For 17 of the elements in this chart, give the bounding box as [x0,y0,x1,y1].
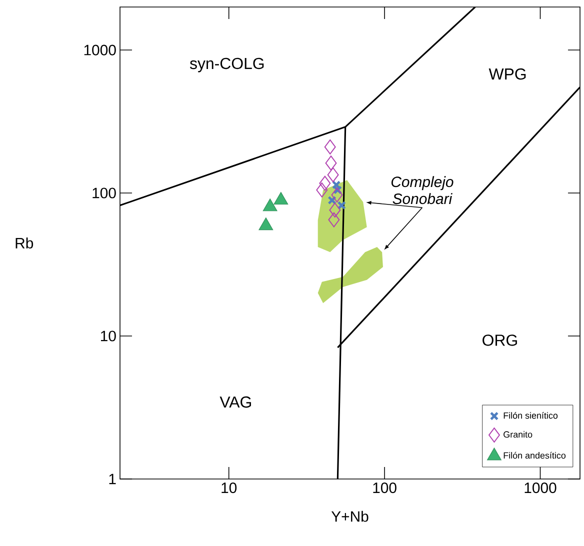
x-tick-label: 100 [373,482,396,494]
legend-label: Granito [504,431,532,438]
y-tick-label: 10 [101,330,116,342]
x-axis-title: Y+Nb [331,510,368,522]
x-tick-label: 1000 [524,482,556,494]
x-tick-label: 10 [222,482,237,494]
legend-label: Filón sienítico [504,412,558,419]
y-tick-label: 1000 [84,44,116,56]
y-axis-title: Rb [16,238,34,248]
annotation: VAG [220,396,251,408]
legend-label: Filón andesítico [504,452,566,459]
annotation: syn-COLG [190,58,264,72]
annotation: WPG [488,68,526,80]
annotation: Complejo Sonobari [391,176,454,204]
y-tick-label: 1 [109,474,116,484]
y-tick-label: 100 [92,188,116,198]
annotation: ORG [482,334,517,346]
